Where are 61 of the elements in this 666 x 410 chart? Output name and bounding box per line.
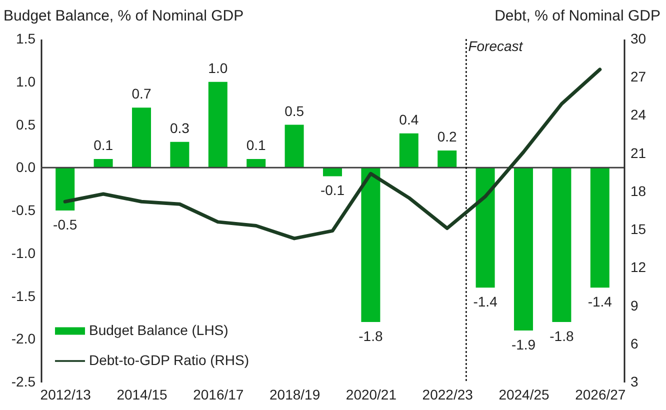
y2-tick-label: 18: [630, 182, 646, 199]
bar: [170, 142, 190, 168]
y2-tick-label: 27: [630, 68, 646, 85]
y2-tick-label: 30: [630, 30, 646, 46]
bar: [56, 168, 75, 210]
y-tick-label: -2.5: [11, 374, 36, 390]
y2-tick-label: 24: [630, 106, 646, 123]
x-tick-label: 2014/15: [116, 386, 168, 402]
y2-tick-label: 9: [630, 297, 638, 314]
y-tick-label: 0.5: [16, 116, 36, 132]
y2-tick-label: 12: [630, 259, 646, 276]
data-label: 0.7: [132, 86, 152, 102]
bar: [590, 168, 610, 288]
x-tick-label: 2020/21: [346, 386, 397, 402]
y-tick-label: -1.0: [11, 244, 36, 261]
y-tick-label: -1.5: [11, 288, 36, 304]
y-tick-label: 1.5: [16, 30, 36, 46]
data-label: 1.0: [208, 60, 228, 76]
data-label: -1.8: [550, 328, 574, 344]
y-tick-label: 0.0: [16, 159, 36, 176]
bar: [94, 159, 113, 168]
y2-tick-label: 21: [630, 144, 646, 161]
bar: [438, 150, 457, 168]
data-label: 0.3: [170, 120, 190, 136]
y2-tick-label: 3: [630, 374, 638, 390]
x-tick-label: 2024/25: [498, 386, 550, 402]
x-tick-label: 2026/27: [575, 386, 626, 402]
legend-label: Debt-to-GDP Ratio (RHS): [89, 352, 250, 368]
y2-axis-title: Debt, % of Nominal GDP: [494, 8, 660, 24]
y2-tick-label: 6: [630, 335, 638, 352]
bar: [246, 159, 266, 168]
data-label: -1.8: [358, 328, 383, 344]
bar: [399, 133, 418, 168]
bar: [284, 124, 304, 168]
data-label: 0.1: [246, 137, 266, 154]
bar: [361, 168, 380, 322]
data-label: 0.4: [399, 111, 419, 128]
bar: [552, 168, 572, 322]
x-tick-label: 2022/23: [422, 386, 474, 402]
data-label: -0.5: [53, 216, 78, 232]
x-tick-label: 2018/19: [269, 386, 320, 402]
data-label: 0.2: [437, 128, 458, 144]
data-label: 0.1: [94, 137, 114, 154]
bar: [476, 168, 495, 288]
bar: [514, 168, 533, 331]
y-tick-label: -0.5: [11, 202, 36, 218]
y-tick-label: 1.0: [16, 73, 36, 90]
data-label: -1.4: [588, 294, 612, 310]
y-tick-label: -2.0: [11, 330, 36, 347]
y-axis-title: Budget Balance, % of Nominal GDP: [4, 8, 244, 24]
y2-tick-label: 15: [630, 221, 646, 238]
data-label: 0.5: [284, 102, 304, 119]
bar: [208, 82, 228, 168]
bar: [132, 108, 151, 168]
x-tick-label: 2016/17: [193, 386, 244, 402]
x-tick-label: 2012/13: [40, 386, 92, 402]
data-label: -0.1: [320, 182, 345, 198]
legend-label: Budget Balance (LHS): [89, 322, 228, 338]
ref-line-label: Forecast: [468, 38, 524, 54]
data-label: -1.4: [473, 294, 498, 310]
data-label: -1.9: [511, 336, 536, 353]
